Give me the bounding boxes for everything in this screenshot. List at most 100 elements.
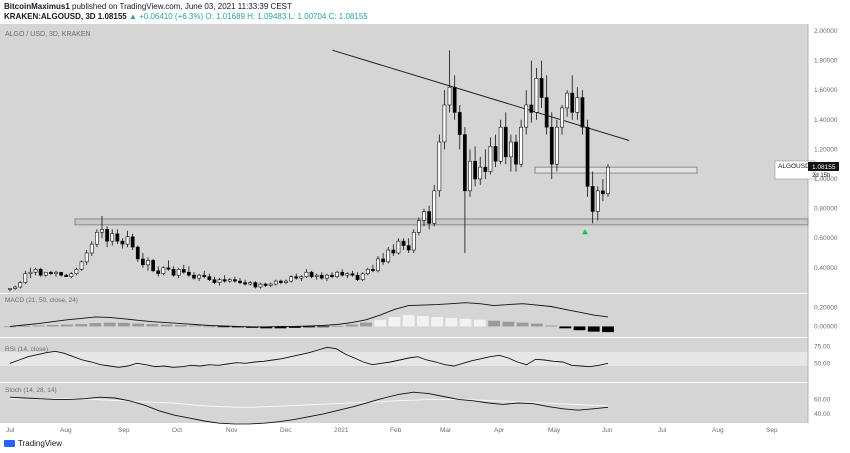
candle-body	[187, 271, 191, 276]
candle-body	[69, 273, 74, 277]
candle-body	[202, 274, 207, 277]
stoch-pane[interactable]	[0, 383, 808, 423]
stoch-tick-label: 40.00	[814, 411, 831, 418]
candle-body	[13, 286, 17, 289]
macd-bar	[317, 326, 330, 328]
y-tick-label: 2.00000	[814, 28, 838, 35]
candle-body	[478, 166, 483, 180]
candle-body	[54, 271, 58, 275]
candle-body	[18, 282, 23, 288]
candle-body	[503, 126, 508, 158]
macd-bar	[530, 323, 543, 327]
macd-bar	[559, 326, 572, 329]
x-tick-label: Feb	[390, 427, 402, 434]
macd-bar	[587, 326, 600, 332]
candle-body	[125, 236, 130, 245]
candle-body	[279, 280, 283, 283]
candle-body	[473, 160, 477, 180]
candle-body	[330, 274, 334, 277]
chart-canvas[interactable]: ALGO / USD, 3D, KRAKEN MACD (21, 50, clo…	[0, 22, 850, 436]
macd-label: MACD (21, 50, close, 24)	[5, 297, 78, 304]
stoch-k-line	[9, 391, 609, 425]
candle-body	[442, 104, 447, 143]
candle-body	[498, 126, 503, 162]
candle-body	[417, 220, 421, 233]
candle-body	[335, 271, 339, 277]
candle-body	[151, 260, 155, 272]
macd-bar	[18, 325, 31, 327]
published-text: published on TradingView.com, June 03, 2…	[72, 2, 292, 11]
candle-body	[432, 190, 437, 224]
candle-body	[33, 268, 38, 273]
candle-body	[273, 280, 278, 285]
macd-bar	[602, 326, 614, 333]
candle-body	[406, 245, 411, 251]
candle-body	[422, 211, 426, 221]
stoch-d-line	[10, 398, 609, 408]
x-tick-label: Jul	[658, 427, 667, 434]
candle-body	[120, 240, 125, 245]
candle-body	[534, 78, 539, 113]
macd-bar	[360, 322, 372, 327]
candle-body	[217, 279, 222, 283]
rsi-line	[9, 346, 609, 368]
macd-bar	[117, 322, 130, 327]
candle-body	[263, 283, 268, 286]
candle-body	[590, 186, 595, 212]
y-tick-label: 0.40000	[814, 265, 838, 272]
macd-bar	[473, 319, 486, 327]
tradingview-logo-icon	[4, 440, 15, 447]
macd-bar	[516, 322, 529, 327]
x-tick-label: Aug	[60, 427, 72, 434]
candle-body	[560, 107, 564, 128]
candle-body	[84, 252, 89, 263]
y-tick-label: 1.20000	[814, 146, 838, 153]
macd-bar	[46, 325, 59, 327]
candle-body	[284, 280, 288, 283]
publish-info: BitcoinMaximus1 published on TradingView…	[4, 2, 292, 11]
price-pane[interactable]	[0, 24, 808, 293]
candle-body	[575, 97, 580, 113]
x-tick-label: Sep	[118, 427, 130, 434]
candle-body	[570, 92, 575, 113]
author-name[interactable]: BitcoinMaximus1	[4, 2, 70, 11]
candle-body	[519, 126, 523, 165]
macd-bar	[32, 325, 45, 327]
candle-body	[100, 229, 104, 233]
y-tick-label: 0.60000	[814, 235, 838, 242]
footer-brand[interactable]: TradingView	[4, 439, 62, 448]
candle-body	[222, 279, 227, 282]
candle-body	[457, 112, 462, 135]
macd-bar	[260, 326, 273, 329]
candle-body	[319, 274, 324, 279]
chart-title: ALGO / USD, 3D, KRAKEN	[5, 31, 91, 38]
y-tick-label: 0.80000	[814, 206, 838, 213]
footer-brand-text: TradingView	[18, 439, 63, 448]
candle-body	[105, 229, 109, 242]
candle-body	[28, 271, 33, 275]
candle-body	[192, 274, 196, 279]
macd-line	[9, 302, 609, 328]
x-tick-label: Apr	[494, 427, 505, 434]
candle-body	[595, 190, 600, 212]
descending-resistance-line	[332, 49, 630, 141]
macd-bar	[459, 318, 472, 327]
candle-body	[294, 276, 299, 279]
candle-body	[130, 236, 135, 248]
candle-body	[360, 273, 365, 280]
candle-body	[171, 268, 176, 276]
candle-body	[565, 92, 569, 109]
candle-body	[355, 274, 360, 280]
candle-body	[309, 271, 314, 277]
y-tick-label: 1.40000	[814, 117, 838, 124]
x-tick-label: Jul	[6, 427, 15, 434]
candle-body	[146, 260, 150, 266]
x-tick-label: Aug	[712, 427, 724, 434]
symbol-info: KRAKEN:ALGOUSD, 3D 1.08155 ▲ +0.06410 (+…	[4, 12, 368, 21]
macd-histogram	[4, 315, 614, 333]
macd-tick-label: 0.20000	[814, 304, 838, 311]
candle-body	[299, 276, 304, 279]
stoch-label: Stoch (14, 28, 14)	[5, 387, 57, 394]
candle-body	[227, 279, 232, 282]
candle-body	[585, 126, 590, 187]
